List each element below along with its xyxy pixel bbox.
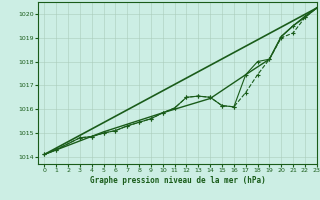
X-axis label: Graphe pression niveau de la mer (hPa): Graphe pression niveau de la mer (hPa)	[90, 176, 266, 185]
